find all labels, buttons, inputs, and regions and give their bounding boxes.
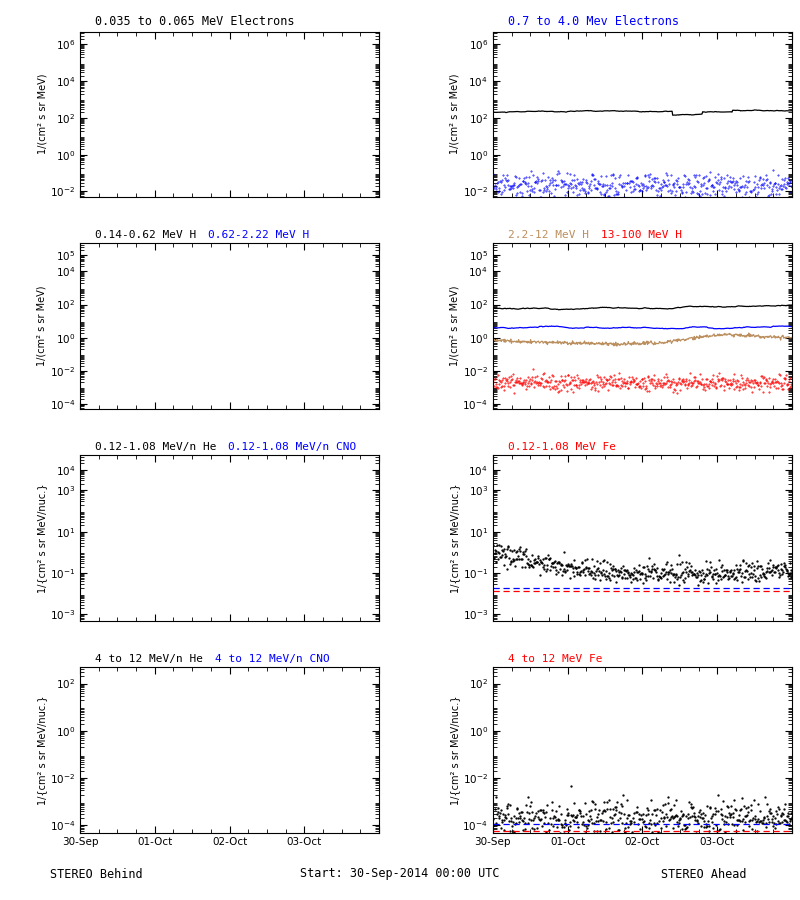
Text: 4 to 12 MeV/n He: 4 to 12 MeV/n He bbox=[95, 653, 203, 663]
Text: STEREO Ahead: STEREO Ahead bbox=[662, 868, 746, 880]
Text: 0.12-1.08 MeV/n He: 0.12-1.08 MeV/n He bbox=[95, 442, 217, 452]
Text: 0.7 to 4.0 Mev Electrons: 0.7 to 4.0 Mev Electrons bbox=[508, 15, 678, 28]
Text: 0.12-1.08 MeV/n CNO: 0.12-1.08 MeV/n CNO bbox=[229, 442, 357, 452]
Text: 0.14-0.62 MeV H: 0.14-0.62 MeV H bbox=[95, 230, 196, 240]
Y-axis label: 1/{cm² s sr MeV/nuc.}: 1/{cm² s sr MeV/nuc.} bbox=[450, 483, 460, 593]
Y-axis label: 1/{cm² s sr MeV/nuc.}: 1/{cm² s sr MeV/nuc.} bbox=[450, 695, 460, 805]
Text: STEREO Behind: STEREO Behind bbox=[50, 868, 142, 880]
Y-axis label: 1/(cm² s sr MeV): 1/(cm² s sr MeV) bbox=[37, 286, 46, 366]
Text: 0.12-1.08 MeV Fe: 0.12-1.08 MeV Fe bbox=[508, 442, 616, 452]
Text: 4 to 12 MeV/n CNO: 4 to 12 MeV/n CNO bbox=[215, 653, 330, 663]
Y-axis label: 1/{cm² s sr MeV/nuc.}: 1/{cm² s sr MeV/nuc.} bbox=[37, 483, 47, 593]
Text: Start: 30-Sep-2014 00:00 UTC: Start: 30-Sep-2014 00:00 UTC bbox=[300, 868, 500, 880]
Y-axis label: 1/(cm² s sr MeV): 1/(cm² s sr MeV) bbox=[37, 74, 47, 155]
Text: 13-100 MeV H: 13-100 MeV H bbox=[601, 230, 682, 240]
Y-axis label: 1/(cm² s sr MeV): 1/(cm² s sr MeV) bbox=[450, 286, 460, 366]
Text: 0.62-2.22 MeV H: 0.62-2.22 MeV H bbox=[208, 230, 310, 240]
Y-axis label: 1/{cm² s sr MeV/nuc.}: 1/{cm² s sr MeV/nuc.} bbox=[37, 695, 46, 805]
Y-axis label: 1/(cm² s sr MeV): 1/(cm² s sr MeV) bbox=[450, 74, 460, 155]
Text: 0.035 to 0.065 MeV Electrons: 0.035 to 0.065 MeV Electrons bbox=[95, 15, 294, 28]
Text: 2.2-12 MeV H: 2.2-12 MeV H bbox=[508, 230, 589, 240]
Text: 4 to 12 MeV Fe: 4 to 12 MeV Fe bbox=[508, 653, 602, 663]
